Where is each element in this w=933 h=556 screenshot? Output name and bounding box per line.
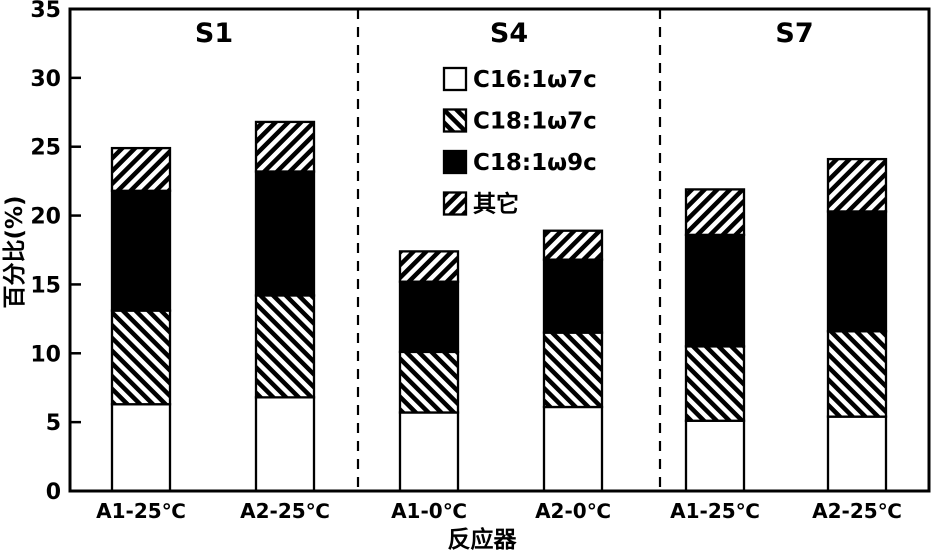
y-axis-title: 百分比(%) (2, 195, 28, 308)
x-category-label: A1-0℃ (391, 499, 467, 523)
bar-segment-s0-bar4 (684, 419, 746, 493)
bar-segment-s2-bar4 (684, 233, 746, 348)
bar-segment-s1-bar5 (826, 330, 888, 418)
bar-segment-s3-bar0 (110, 146, 172, 192)
bar-segment-s2-bar2 (398, 280, 460, 354)
bar-segment-s0-bar5 (826, 415, 888, 493)
legend-swatch-2 (442, 149, 468, 175)
x-category-label: A1-25℃ (96, 499, 186, 523)
bar-segment-s3-bar2 (398, 250, 460, 283)
y-tick-label: 30 (30, 67, 61, 92)
y-tick-label: 15 (30, 273, 61, 298)
plot-frame (68, 7, 931, 493)
x-category-label: A2-25℃ (240, 499, 330, 523)
legend-label-0: C16:1ω7c (473, 67, 597, 93)
bar-segment-s3-bar4 (684, 188, 746, 237)
bar-segment-s2-bar1 (254, 170, 316, 297)
section-label-s4: S4 (490, 18, 528, 49)
x-axis-title: 反应器 (448, 526, 518, 553)
bar-segment-s1-bar1 (254, 294, 316, 399)
bar-segment-s1-bar4 (684, 345, 746, 422)
bar-segment-s1-bar2 (398, 350, 460, 414)
bar-segment-s2-bar0 (110, 189, 172, 312)
y-tick-label: 0 (46, 480, 61, 505)
y-tick-label: 10 (30, 342, 61, 367)
section-label-s7: S7 (775, 18, 813, 49)
x-category-label: A1-25℃ (670, 499, 760, 523)
legend-label-2: C18:1ω9c (473, 150, 597, 176)
y-tick-label: 25 (30, 136, 61, 161)
bar-segment-s0-bar3 (542, 405, 604, 493)
bar-segment-s2-bar3 (542, 258, 604, 334)
y-tick-label: 20 (30, 205, 61, 230)
bar-segment-s3-bar3 (542, 229, 604, 261)
bar-segment-s0-bar1 (254, 396, 316, 493)
legend-swatch-1 (442, 108, 468, 133)
legend-swatch-3 (442, 191, 468, 216)
bar-segment-s0-bar0 (110, 403, 172, 493)
legend-label-1: C18:1ω7c (473, 109, 597, 135)
legend-swatch-0 (442, 66, 468, 92)
bar-segment-s0-bar2 (398, 411, 460, 493)
bar-segment-s1-bar3 (542, 331, 604, 409)
bar-segment-s1-bar0 (110, 309, 172, 406)
x-category-label: A2-0℃ (535, 499, 611, 523)
section-label-s1: S1 (195, 18, 233, 49)
x-category-label: A2-25℃ (812, 499, 902, 523)
bar-segment-s3-bar5 (826, 157, 888, 213)
y-tick-label: 35 (30, 0, 61, 23)
bar-segment-s2-bar5 (826, 210, 888, 333)
bar-segment-s3-bar1 (254, 120, 316, 173)
legend-label-3: 其它 (473, 191, 519, 218)
y-tick-label: 5 (46, 411, 61, 436)
